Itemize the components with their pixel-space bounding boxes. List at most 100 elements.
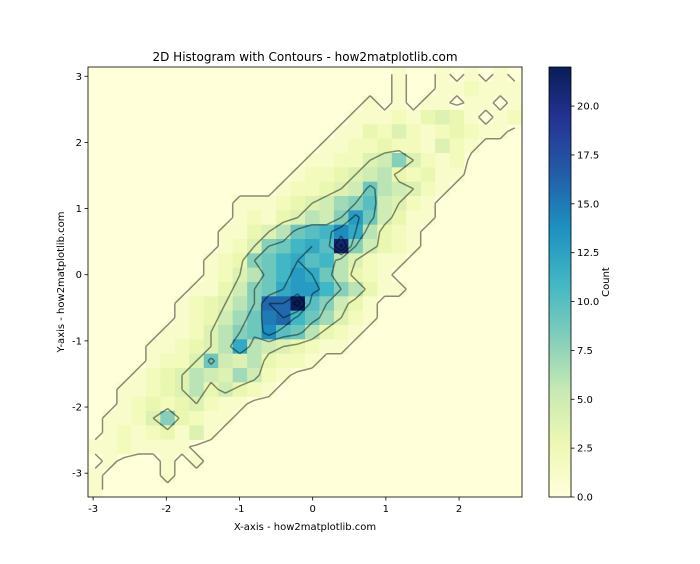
heatmap-cell: [319, 325, 335, 340]
contours: [94, 73, 516, 490]
y-axis-label: Y-axis - how2matplotlib.com: [56, 212, 67, 354]
contour-line-level-4: [152, 149, 415, 431]
heatmap-cell: [377, 282, 393, 297]
heatmap-cell: [276, 353, 291, 369]
heatmap-cell: [189, 425, 205, 440]
heatmap-cell: [160, 353, 176, 369]
heatmap-cell: [247, 253, 262, 268]
heatmap-cell: [435, 138, 450, 154]
heatmap-cell: [276, 267, 291, 283]
heatmap-cell: [449, 167, 465, 182]
heatmap-cell: [145, 425, 161, 440]
heatmap-cell: [247, 196, 262, 211]
heatmap-cell: [362, 253, 378, 268]
heatmap-cell: [333, 224, 349, 240]
heatmap-cell: [261, 382, 277, 397]
heatmap-cell: [247, 296, 262, 311]
heatmap-cell: [218, 296, 233, 311]
heatmap-cell: [391, 196, 407, 211]
heatmap-cell: [203, 267, 219, 283]
heatmap-cell: [333, 267, 349, 283]
heatmap-cell: [348, 253, 364, 268]
heatmap-cell: [362, 210, 378, 225]
heatmap-cell: [348, 239, 364, 254]
heatmap-cell: [88, 482, 103, 498]
heatmap-cell: [276, 296, 291, 311]
heatmap-cell: [348, 110, 364, 125]
colorbar: 0.0 2.5 5.0 7.5 10.0 12.5 15.0 17.5 20.0 Count: [548, 66, 612, 504]
heatmap-cell: [348, 124, 364, 139]
heatmap-cell: [348, 296, 364, 311]
heatmap-cell: [261, 325, 277, 340]
heatmap-cell: [333, 153, 349, 168]
heatmap-cell: [391, 124, 407, 139]
heatmap-cell: [131, 425, 147, 440]
contour-line-level-16: [268, 235, 348, 319]
heatmap-cell: [203, 325, 219, 340]
heatmap-cell: [232, 282, 248, 297]
heatmap-cell: [507, 110, 523, 125]
heatmap-cell: [218, 267, 233, 283]
heatmap-cell: [261, 196, 277, 211]
heatmap-cell: [348, 310, 364, 326]
heatmap-cell: [218, 396, 233, 412]
x-axis-label: X-axis - how2matplotlib.com: [234, 522, 376, 533]
heatmap-cell: [102, 425, 118, 440]
heatmap-cell: [247, 210, 262, 225]
heatmap-cell: [145, 339, 161, 354]
heatmap-cell: [420, 110, 436, 125]
heatmap-cell: [420, 196, 436, 211]
heatmap-cell: [247, 339, 262, 354]
heatmap-cell: [276, 282, 291, 297]
colorbar-tick-label: 20.0: [577, 102, 599, 113]
heatmap-cell: [88, 468, 103, 483]
heatmap-cell: [276, 224, 291, 240]
heatmap-cell: [276, 196, 291, 211]
heatmap-cell: [435, 124, 450, 139]
heatmap-cell: [333, 282, 349, 297]
heatmap-cell: [333, 325, 349, 340]
heatmap-cell: [449, 81, 465, 96]
heatmap-cell: [391, 110, 407, 125]
heatmap-cell: [305, 224, 320, 240]
heatmap-cell: [305, 153, 320, 168]
heatmap-cell: [435, 167, 450, 182]
heatmap-cell: [160, 454, 176, 469]
heatmap-cell: [160, 439, 176, 455]
heatmap-cell: [102, 454, 118, 469]
heatmap-cell: [305, 296, 320, 311]
heatmap-cell: [420, 124, 436, 139]
heatmap-cell: [218, 353, 233, 369]
heatmap-cell: [333, 210, 349, 225]
heatmap-cell: [391, 210, 407, 225]
heatmap-cells: [88, 67, 523, 498]
heatmap-cell: [406, 210, 422, 225]
heatmap-cell: [218, 282, 233, 297]
y-tick-label: 3: [76, 72, 82, 83]
heatmap-cell: [435, 153, 450, 168]
heatmap-cell: [218, 253, 233, 268]
y-tick-label: 1: [76, 204, 82, 215]
heatmap-cell: [131, 411, 147, 426]
heatmap-cell: [116, 439, 132, 455]
contour-line-level-12: [260, 214, 361, 337]
heatmap-cell: [362, 110, 378, 125]
x-tick-label: -3: [88, 504, 98, 515]
heatmap-cell: [333, 339, 349, 354]
heatmap-cell: [362, 196, 378, 211]
heatmap-cell: [507, 81, 523, 96]
heatmap-cell: [319, 339, 335, 354]
y-tick-label: 2: [76, 138, 82, 149]
heatmap-cell: [362, 95, 378, 111]
y-tick-label: -1: [72, 336, 82, 347]
y-tick-label: -3: [72, 469, 82, 480]
heatmap-cell: [145, 439, 161, 455]
heatmap-cell: [218, 224, 233, 240]
heatmap-cell: [247, 224, 262, 240]
heatmap-cell: [319, 310, 335, 326]
colorbar-tick-label: 5.0: [577, 395, 593, 406]
heatmap-cell: [160, 468, 176, 483]
heatmap-cell: [232, 396, 248, 412]
heatmap-cell: [174, 339, 190, 354]
heatmap-cell: [290, 282, 306, 297]
